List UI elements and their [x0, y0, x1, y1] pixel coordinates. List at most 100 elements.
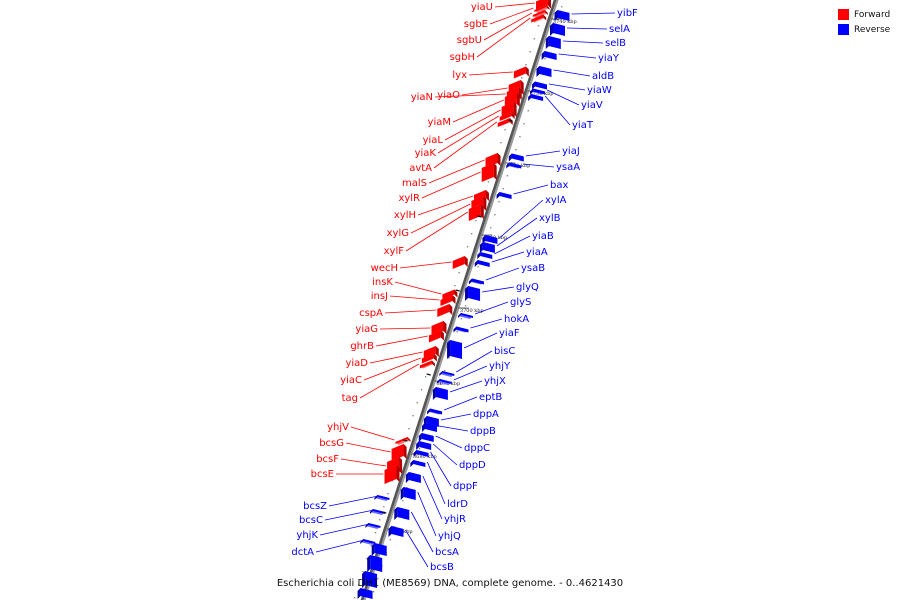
gene-connector-yiaa: [491, 251, 525, 263]
gene-label-lyx: lyx: [452, 70, 467, 81]
gene-bcse: [384, 465, 400, 484]
gene-xylr: [481, 163, 497, 182]
gene-sgbe: [534, 5, 550, 13]
marker-dash: [455, 289, 460, 292]
gene-connector-sgbe: [489, 7, 534, 25]
gene-label-dppb: dppB: [470, 426, 496, 437]
backbone-dot: [506, 175, 509, 177]
gene-label-aldb: aldB: [592, 71, 614, 82]
backbone-dot: [515, 149, 517, 151]
gene-label-dppa: dppA: [473, 409, 499, 420]
backbone-dot: [466, 246, 469, 248]
gene-label-sgbu: sgbU: [457, 35, 482, 46]
gene-connector-xylh: [417, 195, 474, 216]
gene-yhjv: [395, 437, 411, 445]
gene-glys: [457, 313, 473, 319]
gene-yiav: [530, 88, 546, 95]
marker-dash: [477, 215, 482, 218]
gene-connector-yiat: [544, 95, 571, 126]
gene-connector-eptb: [443, 396, 478, 411]
gene-label-yiag: yiaG: [355, 324, 378, 335]
backbone-dot: [389, 539, 392, 541]
gene-connector-selb: [562, 40, 604, 44]
gene-label-yibf: yibF: [617, 8, 638, 19]
backbone-dot: [487, 181, 490, 183]
gene-glyq: [465, 286, 481, 301]
gene-label-yhjk: yhjK: [296, 530, 318, 541]
gene-unlabeled-1: [367, 555, 383, 572]
gene-connector-ysab: [485, 267, 520, 281]
legend-swatch-forward: [838, 9, 849, 20]
gene-connector-yiab: [494, 235, 531, 255]
backbone-dot: [519, 136, 521, 138]
gene-label-dppc: dppC: [464, 443, 490, 454]
backbone-dot: [408, 428, 410, 430]
gene-dppc: [418, 433, 434, 442]
gene-label-hoka: hokA: [504, 314, 529, 325]
gene-connector-dppa: [440, 413, 472, 421]
gene-connector-yial: [444, 109, 501, 141]
gene-label-tag: tag: [342, 393, 358, 404]
gene-connector-wech: [399, 261, 452, 269]
backbone-dot: [362, 571, 364, 573]
gene-connector-bcsz: [328, 495, 379, 507]
backbone-dot: [372, 591, 375, 593]
marker-dash: [508, 119, 513, 122]
gene-label-avta: avtA: [409, 163, 432, 174]
gene-connector-dppf: [430, 451, 452, 487]
gene-label-ysaa: ysaA: [556, 162, 580, 173]
backbone-dot: [412, 415, 414, 417]
gene-aldb: [536, 66, 552, 77]
gene-connector-yiam: [452, 99, 504, 123]
backbone-dot: [402, 500, 404, 502]
gene-label-yiam: yiaM: [428, 117, 451, 128]
backbone-dot: [443, 370, 446, 372]
gene-connector-yiag: [379, 327, 431, 330]
gene-label-sgbe: sgbE: [464, 19, 488, 30]
gene-label-sgbh: sgbH: [450, 52, 475, 63]
backbone-dot: [366, 558, 368, 560]
gene-label-yiaj: yiaJ: [562, 146, 580, 157]
gene-label-xylr: xylR: [398, 193, 420, 204]
axis-tick-label: 3740 kbp: [553, 19, 577, 25]
gene-connector-bcsb: [405, 529, 429, 568]
backbone-dot: [353, 597, 356, 599]
gene-xylf: [468, 204, 484, 221]
backbone-dot: [416, 402, 419, 404]
gene-label-cspa: cspA: [359, 308, 383, 319]
backbone-dot: [406, 487, 408, 489]
gene-connector-glys: [474, 301, 509, 315]
gene-label-insk: insK: [372, 277, 393, 288]
gene-label-yiaw: yiaW: [587, 85, 612, 96]
gene-label-bcse: bcsE: [311, 469, 334, 480]
gene-label-yiaf: yiaF: [499, 328, 520, 339]
legend-label-reverse: Reverse: [854, 25, 891, 35]
gene-connector-yiad: [369, 351, 423, 364]
gene-lyx: [513, 66, 529, 79]
backbone-dot: [456, 331, 458, 333]
gene-unlabeled-2: [362, 571, 378, 588]
gene-connector-yhjx: [449, 380, 483, 393]
marker-dash: [426, 373, 431, 376]
backbone-dot: [477, 266, 479, 268]
gene-bisc: [439, 371, 455, 377]
backbone-dot: [504, 129, 506, 131]
gene-connector-xylg: [410, 203, 471, 234]
gene-connector-glyq: [482, 286, 515, 293]
gene-yiaw: [531, 81, 547, 90]
backbone-dot: [458, 272, 460, 274]
gene-connector-yiau: [494, 2, 536, 8]
gene-connector-bisc: [456, 350, 493, 373]
gene-sgbu: [532, 10, 548, 18]
gene-bcsb: [388, 526, 404, 537]
backbone-dot: [525, 64, 527, 66]
gene-label-yian: yiaN: [411, 92, 433, 103]
gene-connector-yhjv: [350, 426, 395, 441]
gene-label-dppd: dppD: [459, 460, 486, 471]
gene-connector-yhjq: [417, 491, 437, 537]
gene-yiac: [421, 353, 437, 364]
gene-sela: [549, 23, 565, 36]
gene-yibf: [554, 10, 570, 21]
legend-swatch-reverse: [838, 24, 849, 35]
